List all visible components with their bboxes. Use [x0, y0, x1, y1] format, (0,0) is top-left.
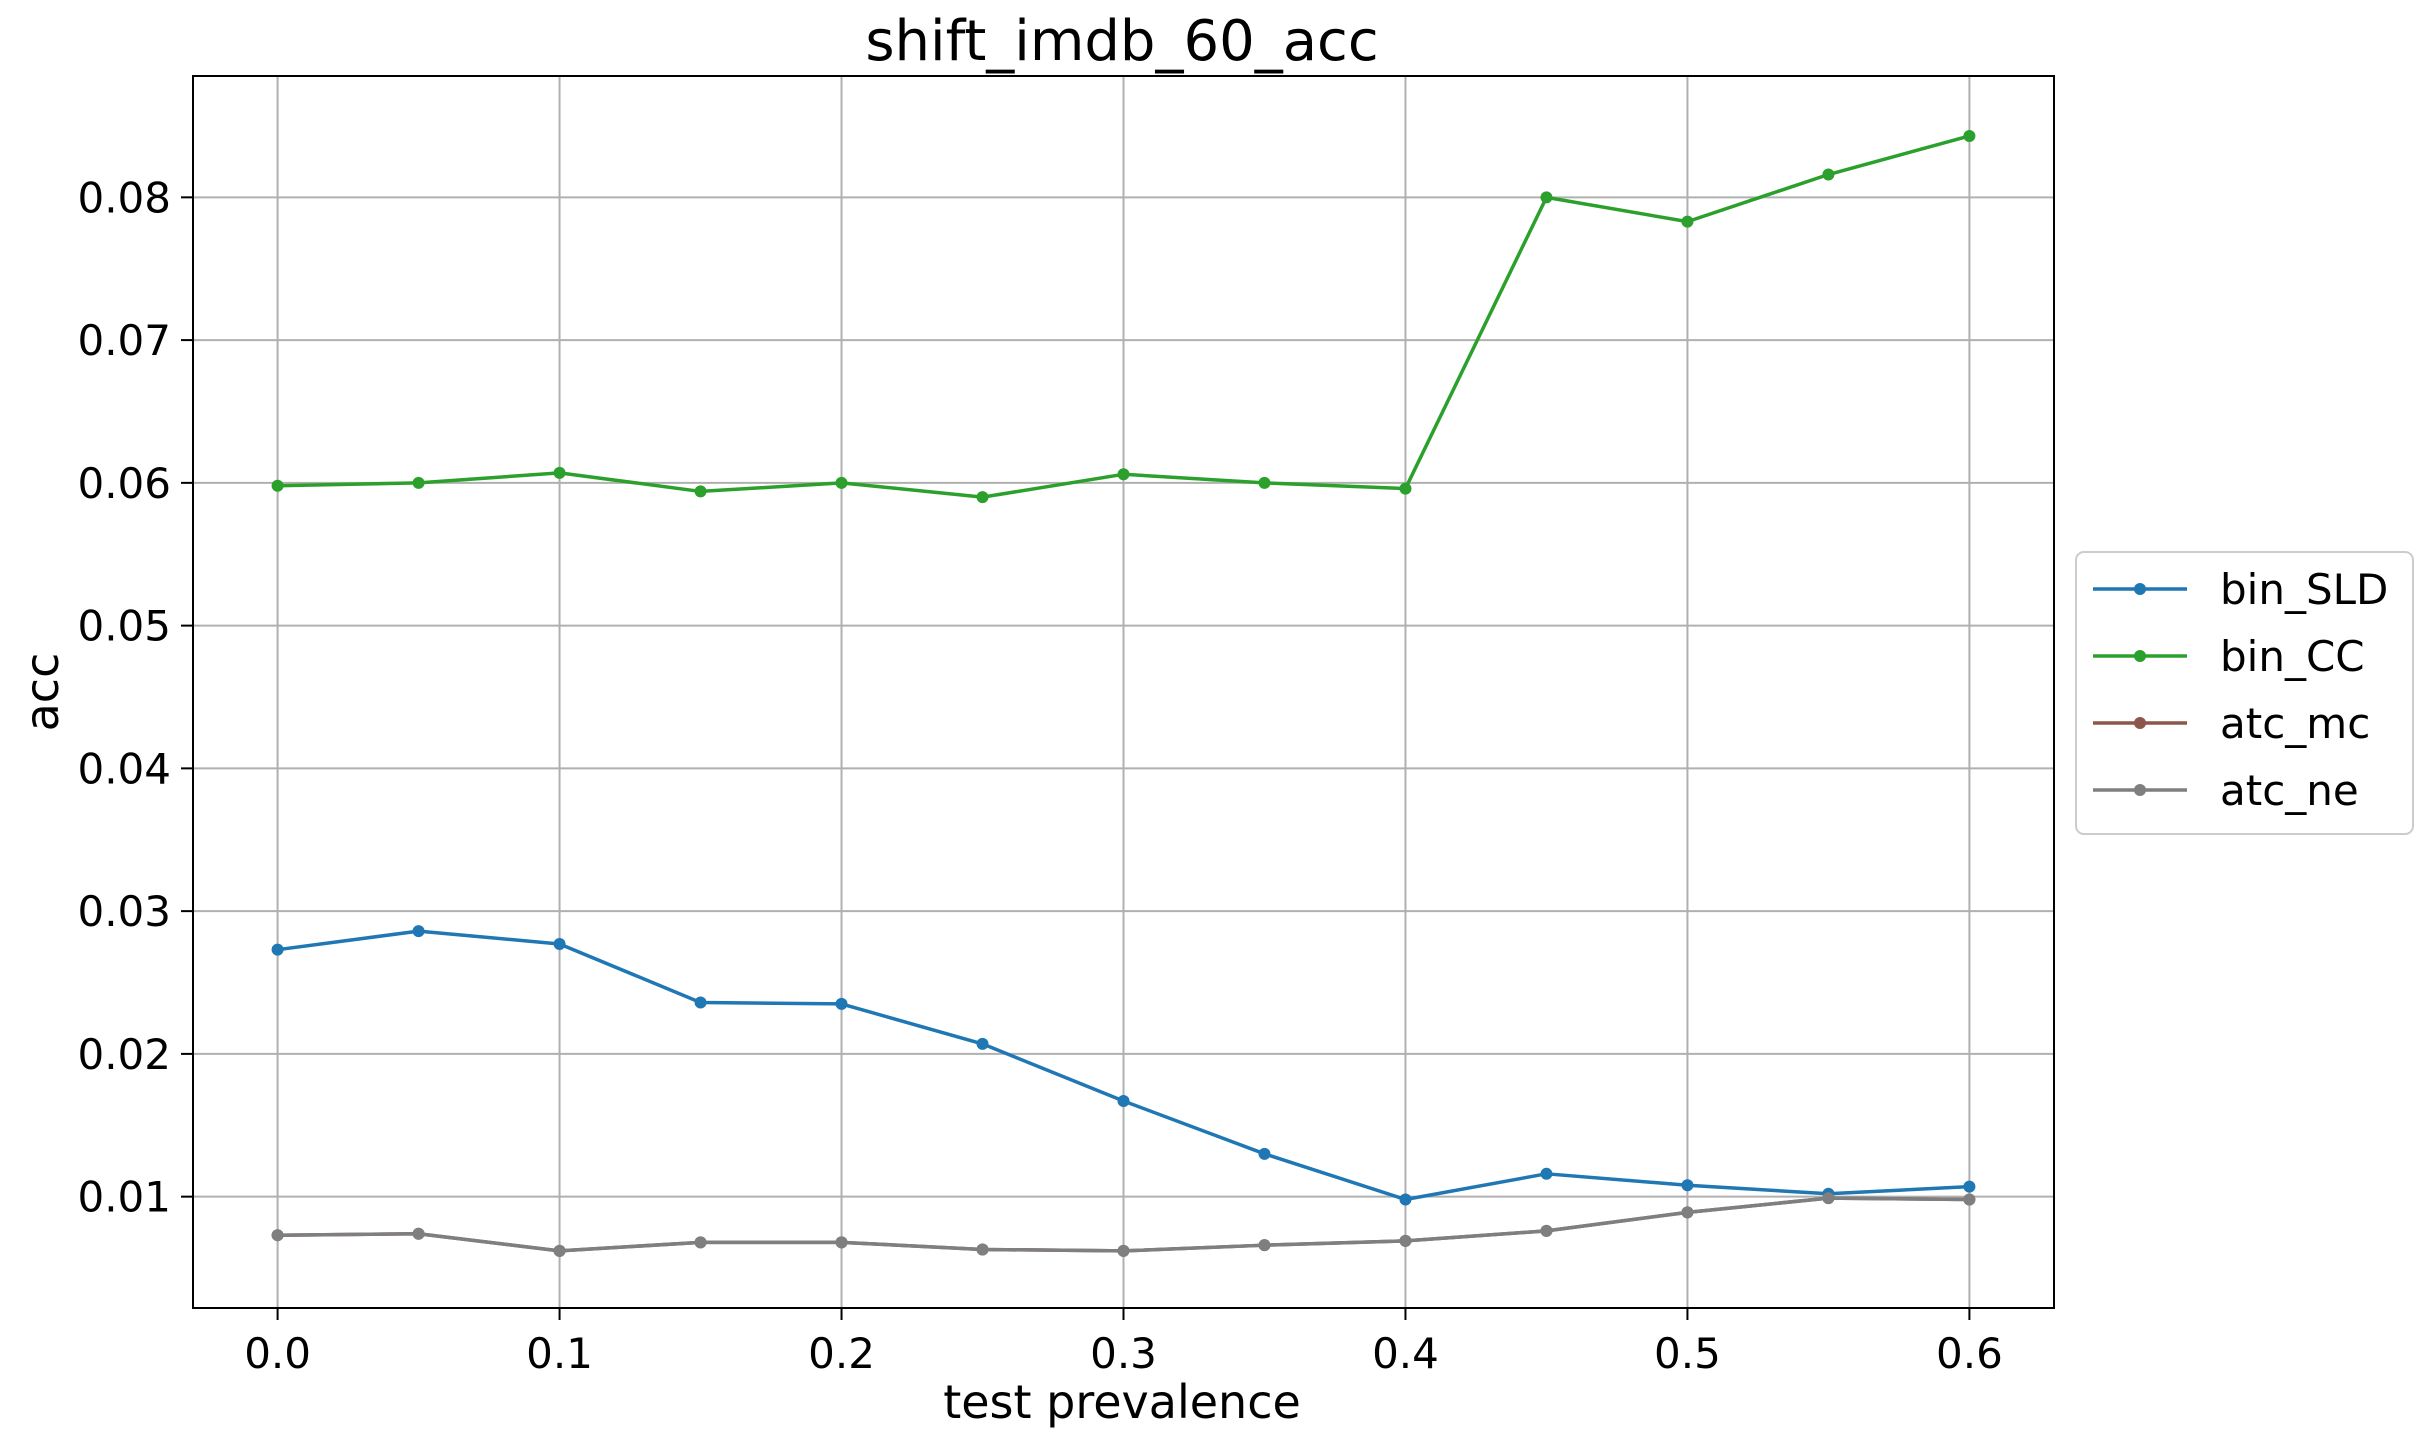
data-point: [1117, 1095, 1130, 1108]
data-point: [976, 491, 989, 504]
x-tick-label: 0.3: [1090, 1329, 1157, 1378]
data-point: [1822, 1192, 1835, 1205]
legend-items: bin_SLD bin_CC atc_mc atc_ne: [2093, 565, 2388, 815]
x-tick-label: 0.5: [1654, 1329, 1721, 1378]
data-point: [1963, 1193, 1976, 1206]
x-tick-label: 0.0: [244, 1329, 311, 1378]
x-tick-label: 0.2: [808, 1329, 875, 1378]
data-point: [694, 485, 707, 498]
legend: bin_SLD bin_CC atc_mc atc_ne: [2075, 551, 2414, 835]
data-point: [1822, 168, 1835, 181]
data-point: [694, 1236, 707, 1249]
data-point: [1681, 215, 1694, 228]
data-point: [1117, 468, 1130, 481]
data-point: [835, 1236, 848, 1249]
x-tick-label: 0.6: [1936, 1329, 2003, 1378]
legend-frame: [2075, 551, 2414, 835]
legend-item-atc-mc: atc_mc: [2093, 699, 2370, 748]
y-axis-label: acc: [15, 653, 69, 732]
legend-label: atc_mc: [2220, 699, 2370, 748]
data-point: [1258, 1147, 1271, 1160]
series-bin-SLD: [271, 925, 1976, 1206]
y-axis-ticks: 0.01 0.02 0.03 0.04 0.05 0.06 0.07 0.08: [77, 173, 193, 1222]
y-tick-label: 0.05: [77, 602, 171, 651]
legend-item-atc-ne: atc_ne: [2093, 766, 2359, 815]
y-tick-label: 0.03: [77, 887, 171, 936]
data-point: [1399, 1234, 1412, 1247]
data-point: [553, 937, 566, 950]
grid-lines: [193, 76, 2054, 1308]
legend-marker: [2134, 583, 2146, 595]
data-series: [271, 129, 1976, 1257]
data-point: [835, 997, 848, 1010]
legend-marker: [2134, 784, 2146, 796]
data-point: [553, 1244, 566, 1257]
legend-marker: [2134, 650, 2146, 662]
data-point: [271, 943, 284, 956]
data-point: [412, 1227, 425, 1240]
data-point: [1963, 1180, 1976, 1193]
data-point: [1540, 1167, 1553, 1180]
x-tick-label: 0.4: [1372, 1329, 1439, 1378]
data-point: [1399, 482, 1412, 495]
data-point: [271, 479, 284, 492]
data-point: [271, 1229, 284, 1242]
data-point: [835, 476, 848, 489]
y-tick-label: 0.07: [77, 316, 171, 365]
data-point: [412, 925, 425, 938]
data-point: [1681, 1179, 1694, 1192]
legend-label: bin_SLD: [2220, 565, 2388, 614]
y-tick-label: 0.04: [77, 744, 171, 793]
data-point: [1540, 1224, 1553, 1237]
x-axis-ticks: 0.0 0.1 0.2 0.3 0.4 0.5 0.6: [244, 1308, 2003, 1378]
legend-label: atc_ne: [2220, 766, 2359, 815]
chart-title: shift_imdb_60_acc: [865, 9, 1378, 74]
y-tick-label: 0.06: [77, 459, 171, 508]
y-tick-label: 0.08: [77, 173, 171, 222]
data-point: [694, 996, 707, 1009]
data-point: [1963, 129, 1976, 142]
legend-marker: [2134, 717, 2146, 729]
series-bin-CC: [271, 129, 1976, 504]
data-point: [1540, 191, 1553, 204]
data-point: [553, 466, 566, 479]
data-point: [976, 1037, 989, 1050]
series-atc-ne: [271, 1192, 1976, 1257]
data-point: [1258, 476, 1271, 489]
data-point: [1258, 1239, 1271, 1252]
data-point: [1117, 1244, 1130, 1257]
x-axis-label: test prevalence: [943, 1375, 1301, 1429]
legend-label: bin_CC: [2220, 632, 2365, 681]
data-point: [412, 476, 425, 489]
legend-item-bin-CC: bin_CC: [2093, 632, 2365, 681]
data-point: [976, 1243, 989, 1256]
y-tick-label: 0.02: [77, 1030, 171, 1079]
y-tick-label: 0.01: [77, 1173, 171, 1222]
legend-item-bin-SLD: bin_SLD: [2093, 565, 2388, 614]
data-point: [1399, 1193, 1412, 1206]
data-point: [1681, 1206, 1694, 1219]
x-tick-label: 0.1: [526, 1329, 593, 1378]
